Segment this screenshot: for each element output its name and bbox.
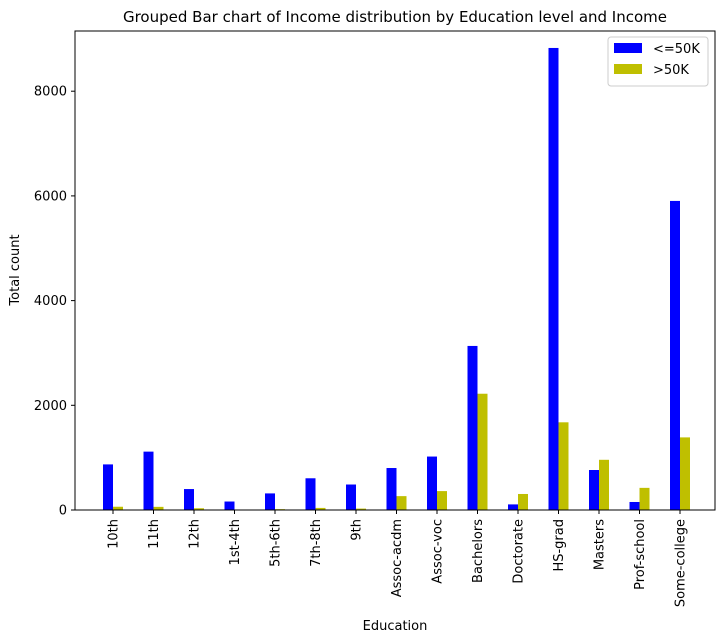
- x-tick-label: 10th: [107, 519, 122, 549]
- x-tick-label: 1st-4th: [228, 519, 243, 565]
- x-tick-label: Bachelors: [471, 519, 486, 583]
- legend-label-gt50k: >50K: [653, 63, 689, 78]
- bar-gt50k-prof-school: [639, 487, 650, 510]
- x-tick-label: 11th: [147, 519, 162, 549]
- bar-gt50k-doctorate: [518, 493, 528, 510]
- y-tick-label: 8000: [34, 85, 67, 100]
- x-axis-label: Education: [363, 619, 428, 634]
- bar-gt50k-12th: [194, 508, 204, 510]
- chart-title: Grouped Bar chart of Income distribution…: [123, 8, 667, 26]
- bar-le50k-9th: [346, 484, 356, 510]
- bar-le50k-bachelors: [467, 345, 478, 510]
- bar-gt50k-bachelors: [477, 393, 488, 510]
- bar-gt50k-assoc-voc: [437, 491, 447, 510]
- x-tick-label: 9th: [350, 519, 365, 541]
- x-tick-label: Prof-school: [633, 519, 648, 590]
- x-tick-label: 7th-8th: [309, 519, 324, 567]
- legend: <=50K >50K: [607, 36, 709, 87]
- bar-gt50k-9th: [356, 508, 366, 510]
- y-axis-label: Total count: [8, 234, 23, 306]
- bar-gt50k-11th: [153, 506, 164, 510]
- x-tick-label: Doctorate: [512, 519, 527, 584]
- y-tick-label: 2000: [34, 399, 67, 414]
- bar-le50k-10th: [103, 464, 113, 510]
- plot-frame: [74, 30, 716, 511]
- bar-le50k-7th-8th: [305, 478, 316, 510]
- bar-le50k-some-college: [670, 200, 680, 510]
- legend-label-le50k: <=50K: [653, 42, 700, 57]
- x-tick-label: Assoc-acdm: [390, 519, 405, 597]
- x-tick-label: Some-college: [674, 519, 689, 607]
- bar-le50k-assoc-acdm: [386, 468, 397, 510]
- x-tick-label: Masters: [593, 519, 608, 570]
- bar-le50k-1st-4th: [224, 501, 235, 510]
- bar-le50k-12th: [184, 489, 194, 510]
- x-tick-label: HS-grad: [552, 519, 567, 572]
- bar-gt50k-10th: [113, 506, 123, 510]
- legend-swatch-gt50k: [614, 64, 642, 74]
- bar-gt50k-assoc-acdm: [396, 496, 407, 510]
- bar-le50k-assoc-voc: [427, 456, 437, 510]
- x-tick-label: Assoc-voc: [431, 519, 446, 584]
- bar-le50k-hs-grad: [548, 47, 559, 511]
- bar-gt50k-some-college: [680, 437, 690, 510]
- bar-le50k-5th-6th: [265, 493, 275, 510]
- bar-gt50k-7th-8th: [315, 507, 326, 510]
- y-axis-ticks: 0 2000 4000 6000 8000: [34, 85, 75, 519]
- x-axis-ticks: 10th 11th 12th 1st-4th 5th-6th 7th-8th 9th Asso…: [107, 510, 689, 607]
- bars-group: [103, 47, 690, 511]
- bar-le50k-masters: [589, 470, 599, 510]
- x-tick-label: 5th-6th: [269, 519, 284, 567]
- y-tick-label: 4000: [34, 294, 67, 309]
- bar-le50k-doctorate: [508, 504, 518, 510]
- x-tick-label: 12th: [188, 519, 203, 549]
- y-tick-label: 0: [59, 504, 67, 519]
- y-tick-label: 6000: [34, 189, 67, 204]
- bar-gt50k-hs-grad: [558, 422, 569, 510]
- legend-swatch-le50k: [614, 43, 642, 53]
- bar-gt50k-masters: [599, 459, 609, 510]
- bar-le50k-prof-school: [629, 501, 640, 510]
- bar-le50k-11th: [143, 451, 154, 510]
